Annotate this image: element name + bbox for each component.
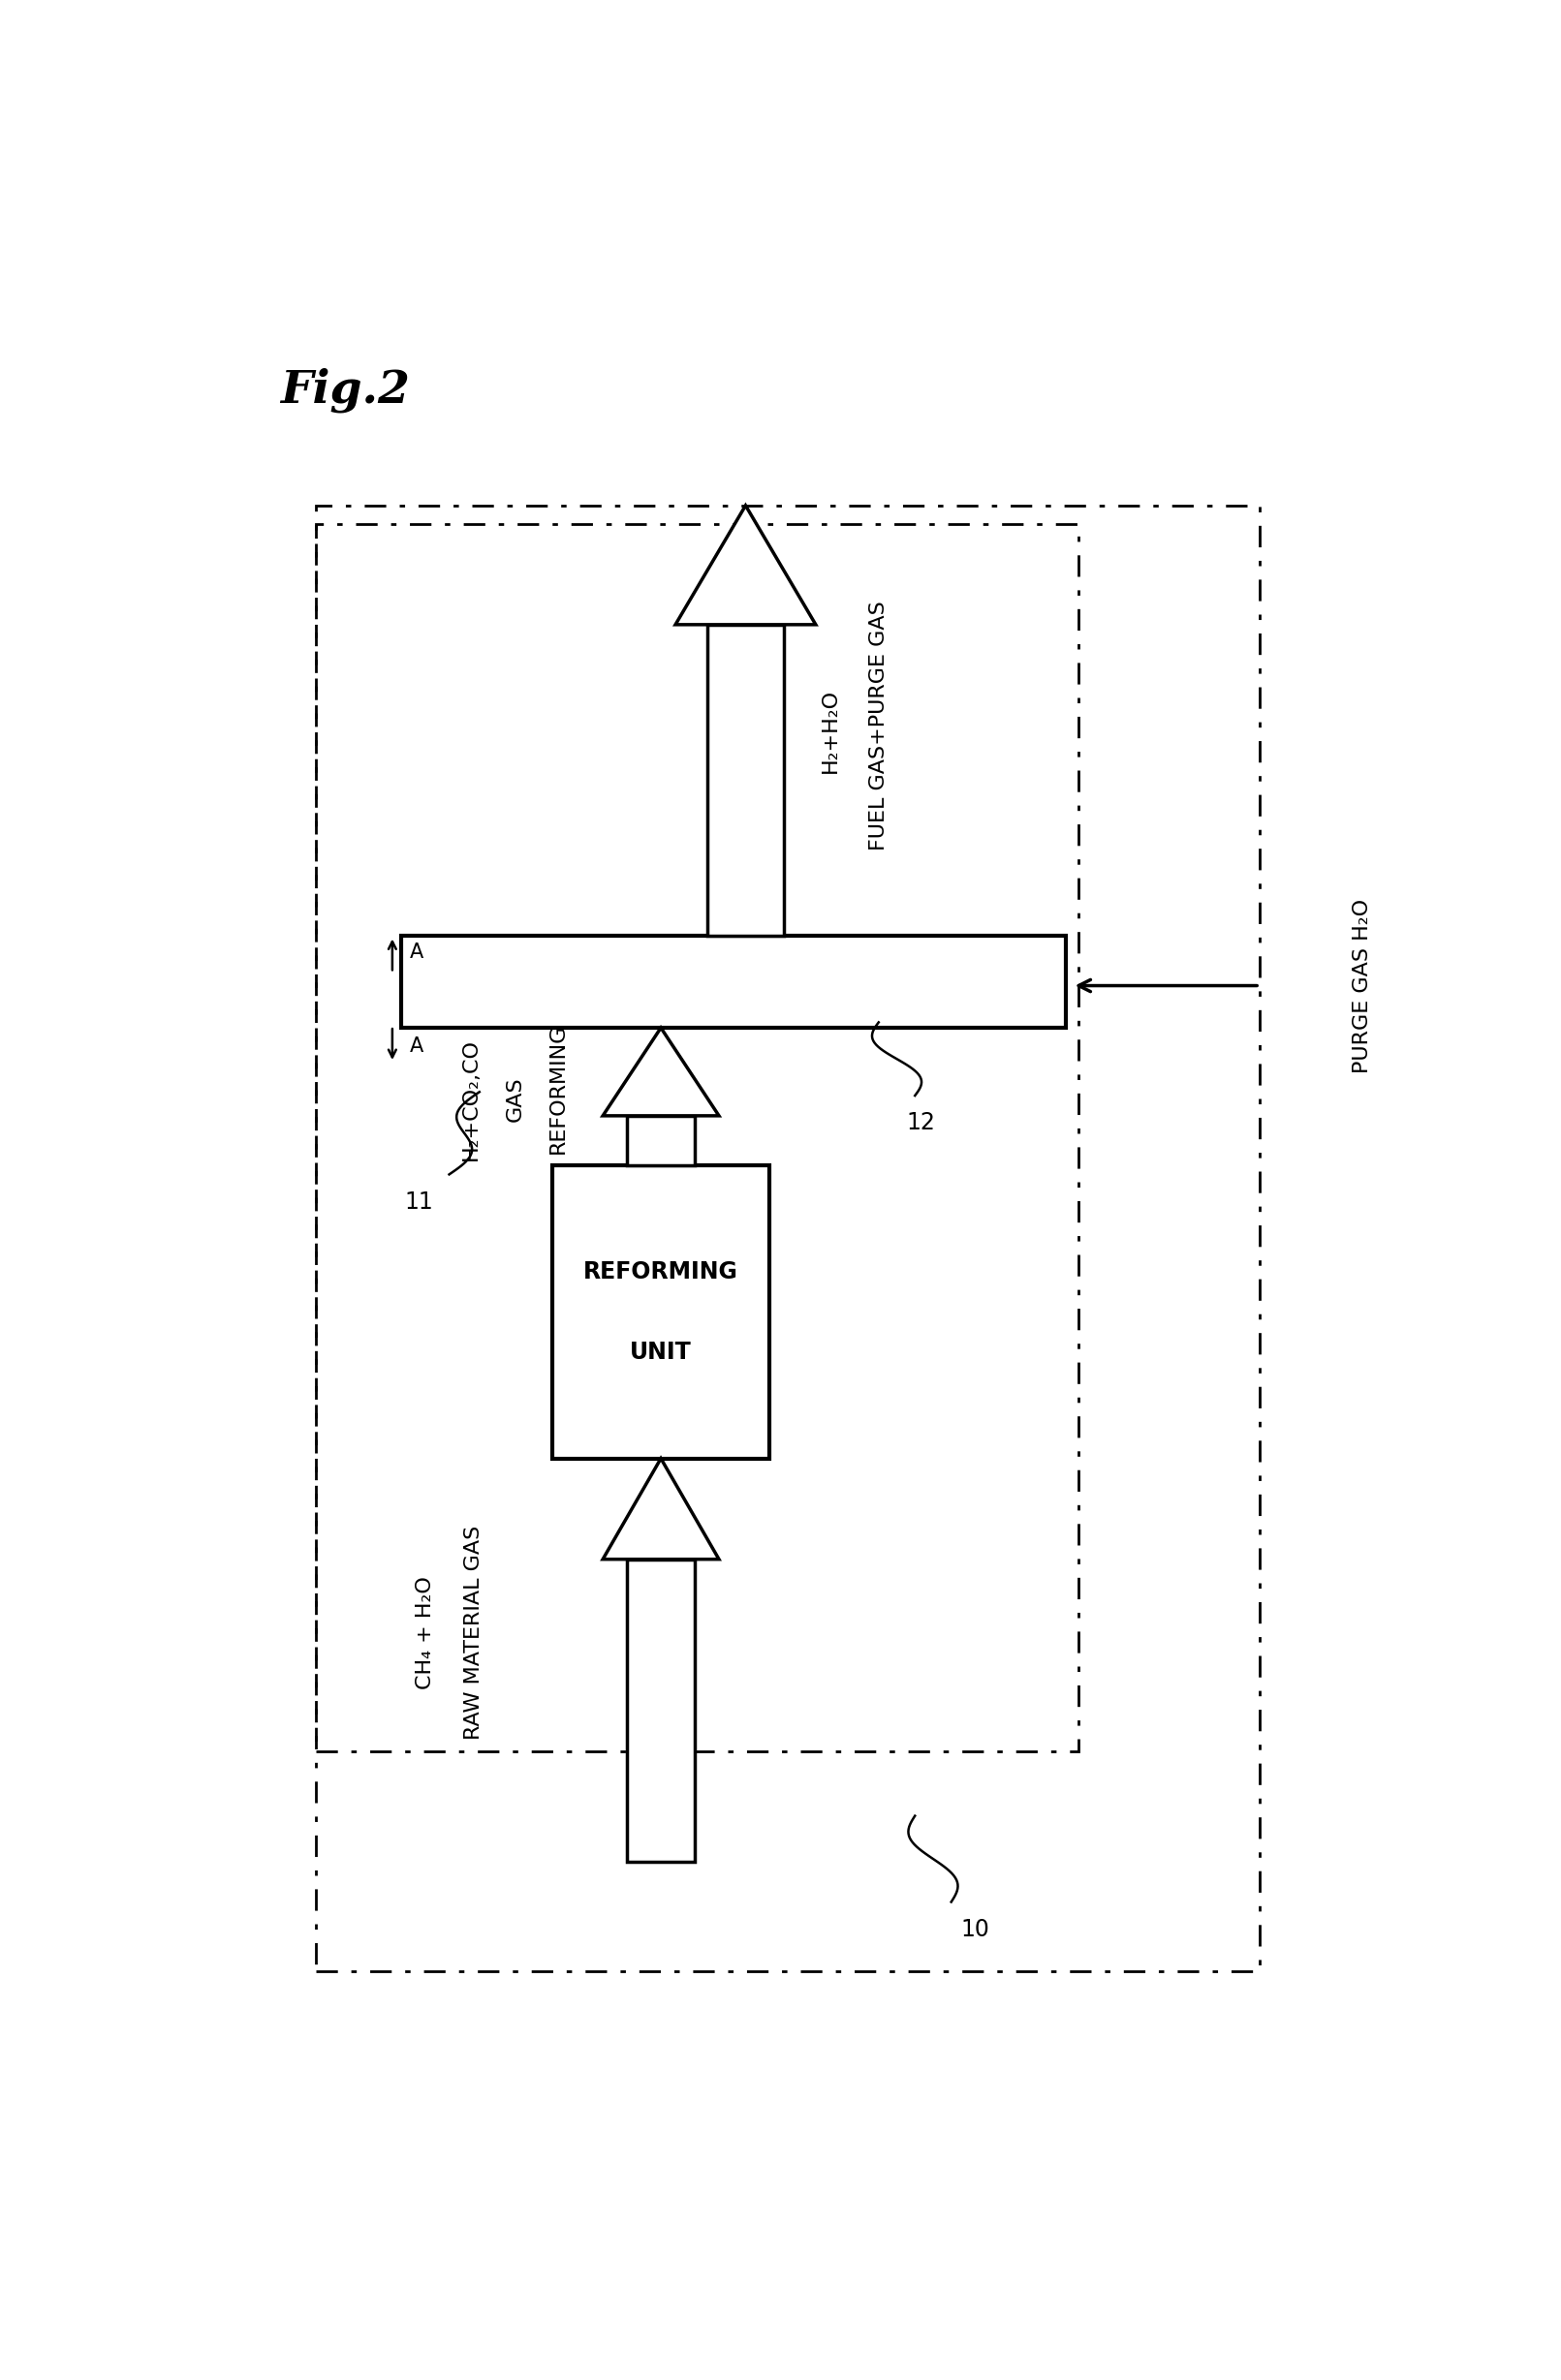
Text: UNIT: UNIT [631,1340,692,1364]
Text: Fig.2: Fig.2 [279,369,409,414]
Polygon shape [676,505,816,624]
Text: RAW MATERIAL GAS: RAW MATERIAL GAS [464,1526,482,1740]
Text: A: A [409,942,423,962]
Text: H₂+H₂O: H₂+H₂O [821,688,840,774]
Text: 10: 10 [962,1918,990,1942]
Text: REFORMING: REFORMING [584,1259,738,1283]
Text: FUEL GAS+PURGE GAS: FUEL GAS+PURGE GAS [869,600,888,850]
Text: 11: 11 [404,1190,434,1214]
Bar [315,505,1260,1971]
Text: PURGE GAS H₂O: PURGE GAS H₂O [1353,897,1372,1073]
Text: REFORMING: REFORMING [548,1023,568,1154]
Text: H₂+CO₂,CO: H₂+CO₂,CO [460,1038,481,1161]
Bar [553,1166,770,1459]
Polygon shape [603,1028,720,1116]
Bar [707,624,784,935]
Bar [628,1559,695,1861]
Polygon shape [603,1459,720,1559]
Text: CH₄ + H₂O: CH₄ + H₂O [415,1576,434,1690]
Text: GAS: GAS [506,1076,526,1121]
Bar [315,524,1079,1752]
Text: 12: 12 [907,1111,935,1135]
Bar [401,935,1066,1028]
Bar [628,1116,695,1166]
Text: A: A [409,1035,423,1057]
